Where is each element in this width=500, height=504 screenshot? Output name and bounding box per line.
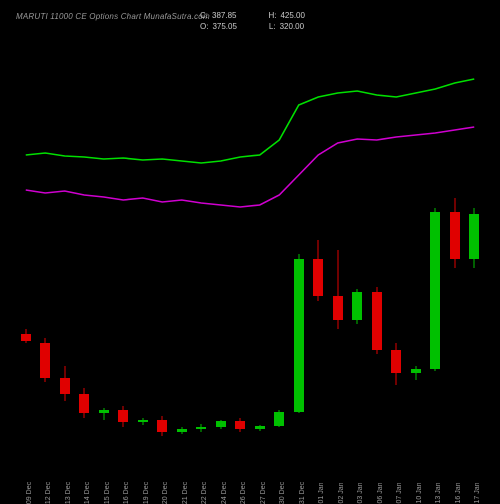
ohlc-high-value: 425.00 — [280, 10, 304, 21]
candle-body — [177, 429, 187, 432]
candle-body — [411, 369, 421, 373]
x-axis-label: 31 Dec — [299, 482, 306, 504]
candle-body — [196, 427, 206, 429]
x-axis-label: 14 Dec — [84, 482, 91, 504]
x-axis-label: 22 Dec — [201, 482, 208, 504]
candle — [40, 35, 50, 455]
candle-body — [255, 426, 265, 429]
candle — [411, 35, 421, 455]
ohlc-low: L: 320.00 — [269, 21, 304, 32]
candle — [352, 35, 362, 455]
candle-body — [450, 212, 460, 259]
x-axis-label: 30 Dec — [279, 482, 286, 504]
candle-body — [469, 214, 479, 259]
ohlc-open-label: O: — [200, 21, 208, 32]
x-axis: 09 Dec12 Dec13 Dec14 Dec15 Dec16 Dec19 D… — [16, 455, 484, 500]
candle-body — [157, 420, 167, 432]
candle-body — [274, 412, 284, 426]
chart-area — [16, 35, 484, 455]
candle-body — [430, 212, 440, 369]
ohlc-row-1: C: 387.85 H: 425.00 — [200, 10, 305, 21]
x-axis-label: 17 Jan — [474, 482, 481, 503]
candle-body — [138, 420, 148, 423]
candle — [196, 35, 206, 455]
candles-layer — [16, 35, 484, 455]
x-axis-label: 10 Jan — [416, 482, 423, 503]
ohlc-high-label: H: — [268, 10, 276, 21]
x-axis-label: 02 Jan — [338, 482, 345, 503]
candle-body — [372, 292, 382, 351]
candle-body — [235, 421, 245, 428]
candle — [391, 35, 401, 455]
ohlc-row-2: O: 375.05 L: 320.00 — [200, 21, 305, 32]
candle — [469, 35, 479, 455]
candle — [60, 35, 70, 455]
ohlc-high: H: 425.00 — [268, 10, 304, 21]
x-axis-label: 20 Dec — [162, 482, 169, 504]
candle-body — [21, 334, 31, 341]
ohlc-close-value: 387.85 — [212, 10, 236, 21]
x-axis-label: 13 Jan — [435, 482, 442, 503]
candle — [255, 35, 265, 455]
x-axis-label: 26 Dec — [240, 482, 247, 504]
ohlc-readout: C: 387.85 H: 425.00 O: 375.05 L: 320.00 — [200, 10, 305, 32]
ohlc-open: O: 375.05 — [200, 21, 237, 32]
x-axis-label: 13 Dec — [65, 482, 72, 504]
x-axis-label: 19 Dec — [143, 482, 150, 504]
candle — [216, 35, 226, 455]
candle-body — [216, 421, 226, 427]
candle — [21, 35, 31, 455]
x-axis-label: 15 Dec — [104, 482, 111, 504]
x-axis-label: 07 Jan — [396, 482, 403, 503]
x-axis-label: 01 Jan — [318, 482, 325, 503]
x-axis-label: 16 Dec — [123, 482, 130, 504]
x-axis-label: 03 Jan — [357, 482, 364, 503]
candle — [274, 35, 284, 455]
ohlc-low-value: 320.00 — [280, 21, 304, 32]
candle-body — [118, 410, 128, 422]
candle — [118, 35, 128, 455]
x-axis-label: 12 Dec — [45, 482, 52, 504]
candle — [79, 35, 89, 455]
x-axis-label: 24 Dec — [221, 482, 228, 504]
candle-body — [352, 292, 362, 320]
ohlc-low-label: L: — [269, 21, 276, 32]
candle-body — [294, 259, 304, 412]
candle-body — [40, 343, 50, 378]
candle — [430, 35, 440, 455]
candle — [157, 35, 167, 455]
candle — [333, 35, 343, 455]
ohlc-close-label: C: — [200, 10, 208, 21]
x-axis-label: 16 Jan — [455, 482, 462, 503]
chart-title: MARUTI 11000 CE Options Chart MunafaSutr… — [16, 12, 210, 21]
ohlc-open-value: 375.05 — [212, 21, 236, 32]
candle — [313, 35, 323, 455]
candle — [99, 35, 109, 455]
candle-body — [391, 350, 401, 372]
candle — [372, 35, 382, 455]
candle — [138, 35, 148, 455]
ohlc-close: C: 387.85 — [200, 10, 236, 21]
x-axis-label: 09 Dec — [26, 482, 33, 504]
candle — [294, 35, 304, 455]
candle-body — [333, 296, 343, 319]
candle — [235, 35, 245, 455]
candle-body — [313, 259, 323, 296]
x-axis-label: 27 Dec — [260, 482, 267, 504]
candle-body — [99, 410, 109, 413]
x-axis-label: 06 Jan — [377, 482, 384, 503]
candle-body — [60, 378, 70, 394]
candle — [450, 35, 460, 455]
candle — [177, 35, 187, 455]
x-axis-label: 21 Dec — [182, 482, 189, 504]
candle-body — [79, 394, 89, 413]
